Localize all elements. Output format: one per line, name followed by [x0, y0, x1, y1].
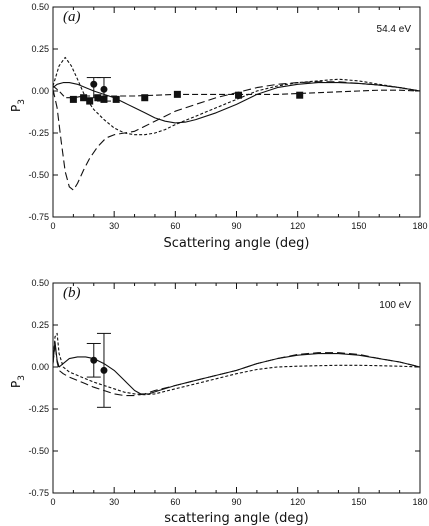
x-tick-label: 30: [109, 221, 119, 231]
x-tick-label: 60: [170, 497, 180, 507]
data-point-circle: [90, 80, 98, 88]
data-point-square: [141, 94, 149, 102]
x-tick-label: 150: [351, 497, 366, 507]
data-point-square: [112, 95, 120, 103]
x-tick-label: 30: [109, 497, 119, 507]
energy-label: 54.4 eV: [377, 24, 412, 35]
data-point-circle: [100, 85, 108, 93]
x-tick-label: 90: [231, 497, 241, 507]
y-tick-label: -0.50: [28, 170, 49, 180]
y-axis-label-main: P: [9, 105, 23, 112]
y-axis-label: P3: [9, 99, 27, 112]
x-tick-label: 0: [50, 221, 55, 231]
data-point-circle: [100, 366, 108, 374]
x-tick-label: 90: [231, 221, 241, 231]
data-point-square: [69, 95, 77, 103]
y-tick-label: 0.25: [31, 44, 49, 54]
y-axis-label: P3: [9, 375, 27, 388]
plot-frame: [52, 282, 421, 494]
series-line-short-dashed: [52, 56, 421, 136]
y-tick-label: -0.25: [28, 404, 49, 414]
y-axis-label-main: P: [9, 381, 23, 388]
x-tick-label: 180: [412, 221, 427, 231]
y-axis-label-sub: 3: [17, 99, 27, 105]
y-tick-label: -0.75: [28, 488, 49, 498]
x-tick-label: 180: [412, 497, 427, 507]
x-tick-label: 150: [351, 221, 366, 231]
series-line-solid: [52, 82, 421, 124]
series-line-medium-dashed: [52, 85, 421, 99]
x-axis-label: scattering angle (deg): [164, 511, 309, 526]
y-tick-label: -0.75: [28, 212, 49, 222]
energy-label: 100 eV: [379, 300, 411, 311]
x-tick-label: 60: [170, 221, 180, 231]
panel-a: 0.50 0.25 0.00 -0.25 -0.50 -0.750 30 60 90 120 150…: [9, 2, 428, 251]
panel-label: (a): [63, 9, 81, 25]
series-line-solid: [52, 341, 421, 395]
y-tick-label: 0.50: [31, 2, 49, 12]
panel-label: (b): [63, 285, 81, 301]
data-point-circle: [90, 356, 98, 364]
y-tick-label: -0.50: [28, 446, 49, 456]
series-line-short-dashed: [52, 332, 421, 396]
y-tick-label: -0.25: [28, 128, 49, 138]
data-point-square: [235, 91, 243, 99]
data-point-square: [296, 91, 304, 99]
y-tick-label: 0.25: [31, 320, 49, 330]
x-tick-label: 0: [50, 497, 55, 507]
series-line-long-dashed: [52, 81, 421, 191]
data-point-square: [86, 97, 94, 105]
plot-frame: [52, 6, 421, 218]
y-tick-label: 0.50: [31, 278, 49, 288]
y-tick-label: 0.00: [31, 86, 49, 96]
y-axis-label-sub: 3: [17, 375, 27, 381]
series-line-long-dashed: [52, 342, 421, 397]
x-axis-label: Scattering angle (deg): [164, 236, 310, 251]
panel-b: 0.50 0.25 0.00 -0.25 -0.50 -0.750 30 60 90 120 150…: [9, 278, 428, 526]
x-tick-label: 120: [290, 221, 305, 231]
data-point-square: [173, 90, 181, 98]
y-tick-label: 0.00: [31, 362, 49, 372]
data-point-square: [80, 94, 88, 102]
x-tick-label: 120: [290, 497, 305, 507]
